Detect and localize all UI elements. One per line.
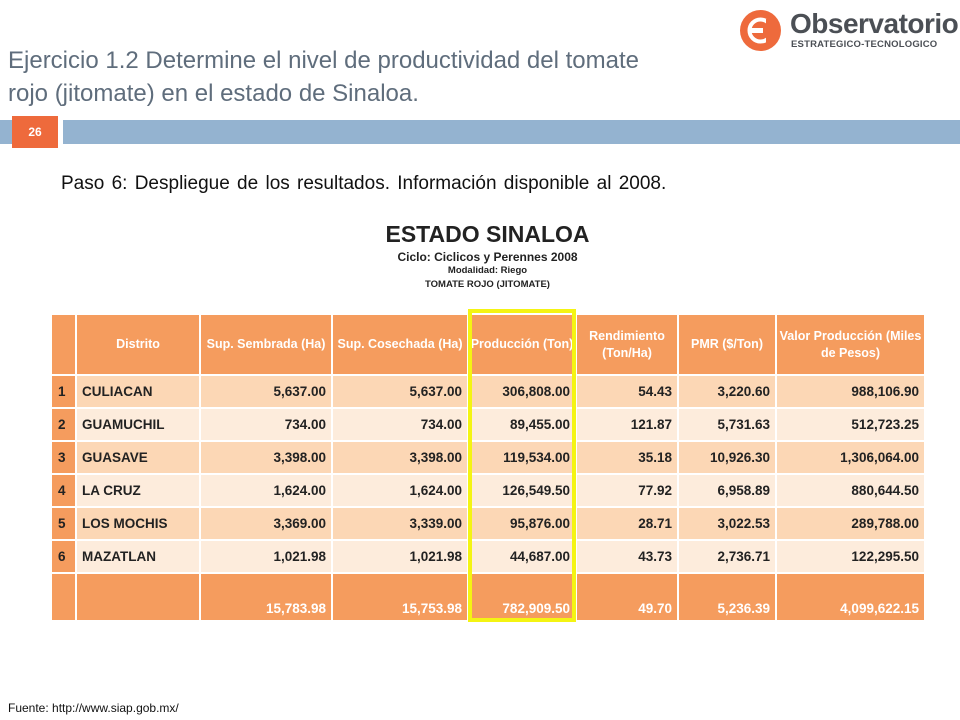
- valor-produccion-cell: 512,723.25: [775, 407, 926, 442]
- valor-produccion-cell: 1,306,064.00: [775, 440, 926, 475]
- produccion-cell: 126,549.50: [467, 473, 577, 508]
- row-index: 5: [50, 506, 77, 541]
- column-header-distrito: Distrito: [75, 313, 201, 376]
- sup-sembrada-cell: 734.00: [199, 407, 333, 442]
- row-index: 2: [50, 407, 77, 442]
- pmr-cell: 2,736.71: [677, 539, 777, 574]
- produccion-cell: 44,687.00: [467, 539, 577, 574]
- source-footnote: Fuente: http://www.siap.gob.mx/: [8, 701, 179, 715]
- valor-produccion-cell: 988,106.90: [775, 374, 926, 409]
- page-number-badge: 26: [12, 116, 58, 148]
- valor-produccion-cell: 880,644.50: [775, 473, 926, 508]
- column-header-index: [50, 313, 77, 376]
- distrito-cell: GUAMUCHIL: [75, 407, 201, 442]
- distrito-cell: CULIACAN: [75, 374, 201, 409]
- table-row: 2 GUAMUCHIL 734.00 734.00 89,455.00 121.…: [50, 407, 926, 442]
- column-header-produccion: Producción (Ton): [467, 313, 577, 376]
- sup-cosechada-cell: 3,339.00: [331, 506, 469, 541]
- pmr-cell: 10,926.30: [677, 440, 777, 475]
- sup-sembrada-cell: 3,398.00: [199, 440, 333, 475]
- rendimiento-cell: 28.71: [575, 506, 679, 541]
- pmr-cell: 5,731.63: [677, 407, 777, 442]
- sup-cosechada-cell: 1,624.00: [331, 473, 469, 508]
- totals-label-cell: [75, 572, 201, 622]
- table-title: ESTADO SINALOA: [385, 221, 590, 247]
- header-band-left: [0, 120, 12, 144]
- table-crop: TOMATE ROJO (JITOMATE): [425, 279, 550, 290]
- row-index: 4: [50, 473, 77, 508]
- distrito-cell: LA CRUZ: [75, 473, 201, 508]
- table-row: 3 GUASAVE 3,398.00 3,398.00 119,534.00 3…: [50, 440, 926, 475]
- rendimiento-cell: 77.92: [575, 473, 679, 508]
- column-header-sup-sembrada: Sup. Sembrada (Ha): [199, 313, 333, 376]
- table-modality: Modalidad: Riego: [447, 265, 528, 276]
- valor-produccion-cell: 289,788.00: [775, 506, 926, 541]
- pmr-cell: 6,958.89: [677, 473, 777, 508]
- table-row: 5 LOS MOCHIS 3,369.00 3,339.00 95,876.00…: [50, 506, 926, 541]
- slide-title-line-1: Ejercicio 1.2 Determine el nivel de prod…: [8, 47, 639, 74]
- rendimiento-cell: 35.18: [575, 440, 679, 475]
- totals-index-cell: [50, 572, 77, 622]
- column-header-pmr: PMR ($/Ton): [677, 313, 777, 376]
- step-description: Paso 6: Despliegue de los resultados. In…: [61, 173, 667, 194]
- logo-subtitle: ESTRATEGICO-TECNOLOGICO: [791, 39, 938, 50]
- table-row: 1 CULIACAN 5,637.00 5,637.00 306,808.00 …: [50, 374, 926, 409]
- average-pmr: 5,236.39: [677, 572, 777, 622]
- sup-sembrada-cell: 1,624.00: [199, 473, 333, 508]
- produccion-cell: 95,876.00: [467, 506, 577, 541]
- produccion-cell: 306,808.00: [467, 374, 577, 409]
- pmr-cell: 3,220.60: [677, 374, 777, 409]
- column-header-sup-cosechada: Sup. Cosechada (Ha): [331, 313, 469, 376]
- logo-name: Observatorio: [790, 8, 959, 39]
- total-sup-cosechada: 15,753.98: [331, 572, 469, 622]
- observatorio-logo: Observatorio ESTRATEGICO-TECNOLOGICO: [740, 6, 959, 54]
- distrito-cell: LOS MOCHIS: [75, 506, 201, 541]
- row-index: 6: [50, 539, 77, 574]
- distrito-cell: MAZATLAN: [75, 539, 201, 574]
- table-header-row: Distrito Sup. Sembrada (Ha) Sup. Cosecha…: [50, 313, 926, 376]
- row-index: 1: [50, 374, 77, 409]
- table-row: 6 MAZATLAN 1,021.98 1,021.98 44,687.00 4…: [50, 539, 926, 574]
- production-table: Distrito Sup. Sembrada (Ha) Sup. Cosecha…: [50, 313, 926, 622]
- sup-sembrada-cell: 5,637.00: [199, 374, 333, 409]
- total-produccion: 782,909.50: [467, 572, 577, 622]
- slide-title-line-2: rojo (jitomate) en el estado de Sinaloa.: [8, 80, 419, 107]
- row-index: 3: [50, 440, 77, 475]
- totals-row: 15,783.98 15,753.98 782,909.50 49.70 5,2…: [50, 572, 926, 622]
- total-sup-sembrada: 15,783.98: [199, 572, 333, 622]
- table-row: 4 LA CRUZ 1,624.00 1,624.00 126,549.50 7…: [50, 473, 926, 508]
- column-header-valor-produccion: Valor Producción (Miles de Pesos): [775, 313, 926, 376]
- column-header-rendimiento: Rendimiento (Ton/Ha): [575, 313, 679, 376]
- rendimiento-cell: 121.87: [575, 407, 679, 442]
- sup-sembrada-cell: 3,369.00: [199, 506, 333, 541]
- produccion-cell: 119,534.00: [467, 440, 577, 475]
- table-cycle: Ciclo: Ciclicos y Perennes 2008: [397, 250, 578, 264]
- rendimiento-cell: 43.73: [575, 539, 679, 574]
- distrito-cell: GUASAVE: [75, 440, 201, 475]
- header-band-right: [63, 120, 960, 144]
- sup-cosechada-cell: 3,398.00: [331, 440, 469, 475]
- sup-cosechada-cell: 5,637.00: [331, 374, 469, 409]
- valor-produccion-cell: 122,295.50: [775, 539, 926, 574]
- pmr-cell: 3,022.53: [677, 506, 777, 541]
- average-rendimiento: 49.70: [575, 572, 679, 622]
- total-valor-produccion: 4,099,622.15: [775, 572, 926, 622]
- produccion-cell: 89,455.00: [467, 407, 577, 442]
- sup-cosechada-cell: 1,021.98: [331, 539, 469, 574]
- sup-cosechada-cell: 734.00: [331, 407, 469, 442]
- sup-sembrada-cell: 1,021.98: [199, 539, 333, 574]
- slide-title: Ejercicio 1.2 Determine el nivel de prod…: [8, 44, 728, 110]
- rendimiento-cell: 54.43: [575, 374, 679, 409]
- observatorio-logo-icon: [740, 10, 781, 51]
